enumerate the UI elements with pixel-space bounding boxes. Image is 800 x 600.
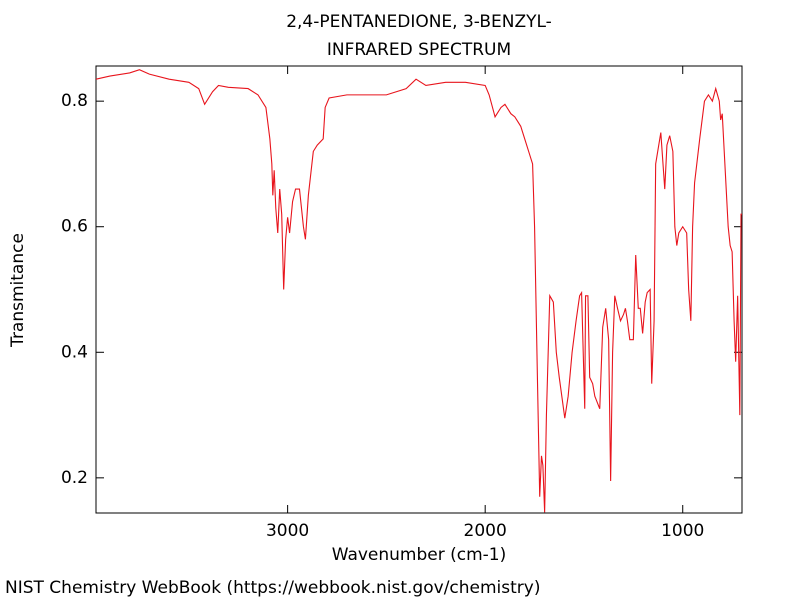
y-tick-label: 0.2 xyxy=(61,468,88,488)
x-tick-label: 1000 xyxy=(661,521,704,541)
y-tick-label: 0.4 xyxy=(61,342,88,362)
chart-title: 2,4-PENTANEDIONE, 3-BENZYL- xyxy=(286,12,552,32)
chart-subtitle: INFRARED SPECTRUM xyxy=(327,40,511,60)
footer: NIST Chemistry WebBook (https://webbook.… xyxy=(5,578,540,598)
plot-frame xyxy=(95,65,743,514)
y-tick-label: 0.6 xyxy=(61,217,88,237)
y-axis-label: Transmitance xyxy=(8,233,28,348)
x-tick-label: 2000 xyxy=(464,521,507,541)
y-tick-label: 0.8 xyxy=(61,91,88,111)
spectrum-line xyxy=(95,69,742,513)
x-tick-label: 3000 xyxy=(266,521,309,541)
x-axis-label: Wavenumber (cm-1) xyxy=(332,545,507,565)
